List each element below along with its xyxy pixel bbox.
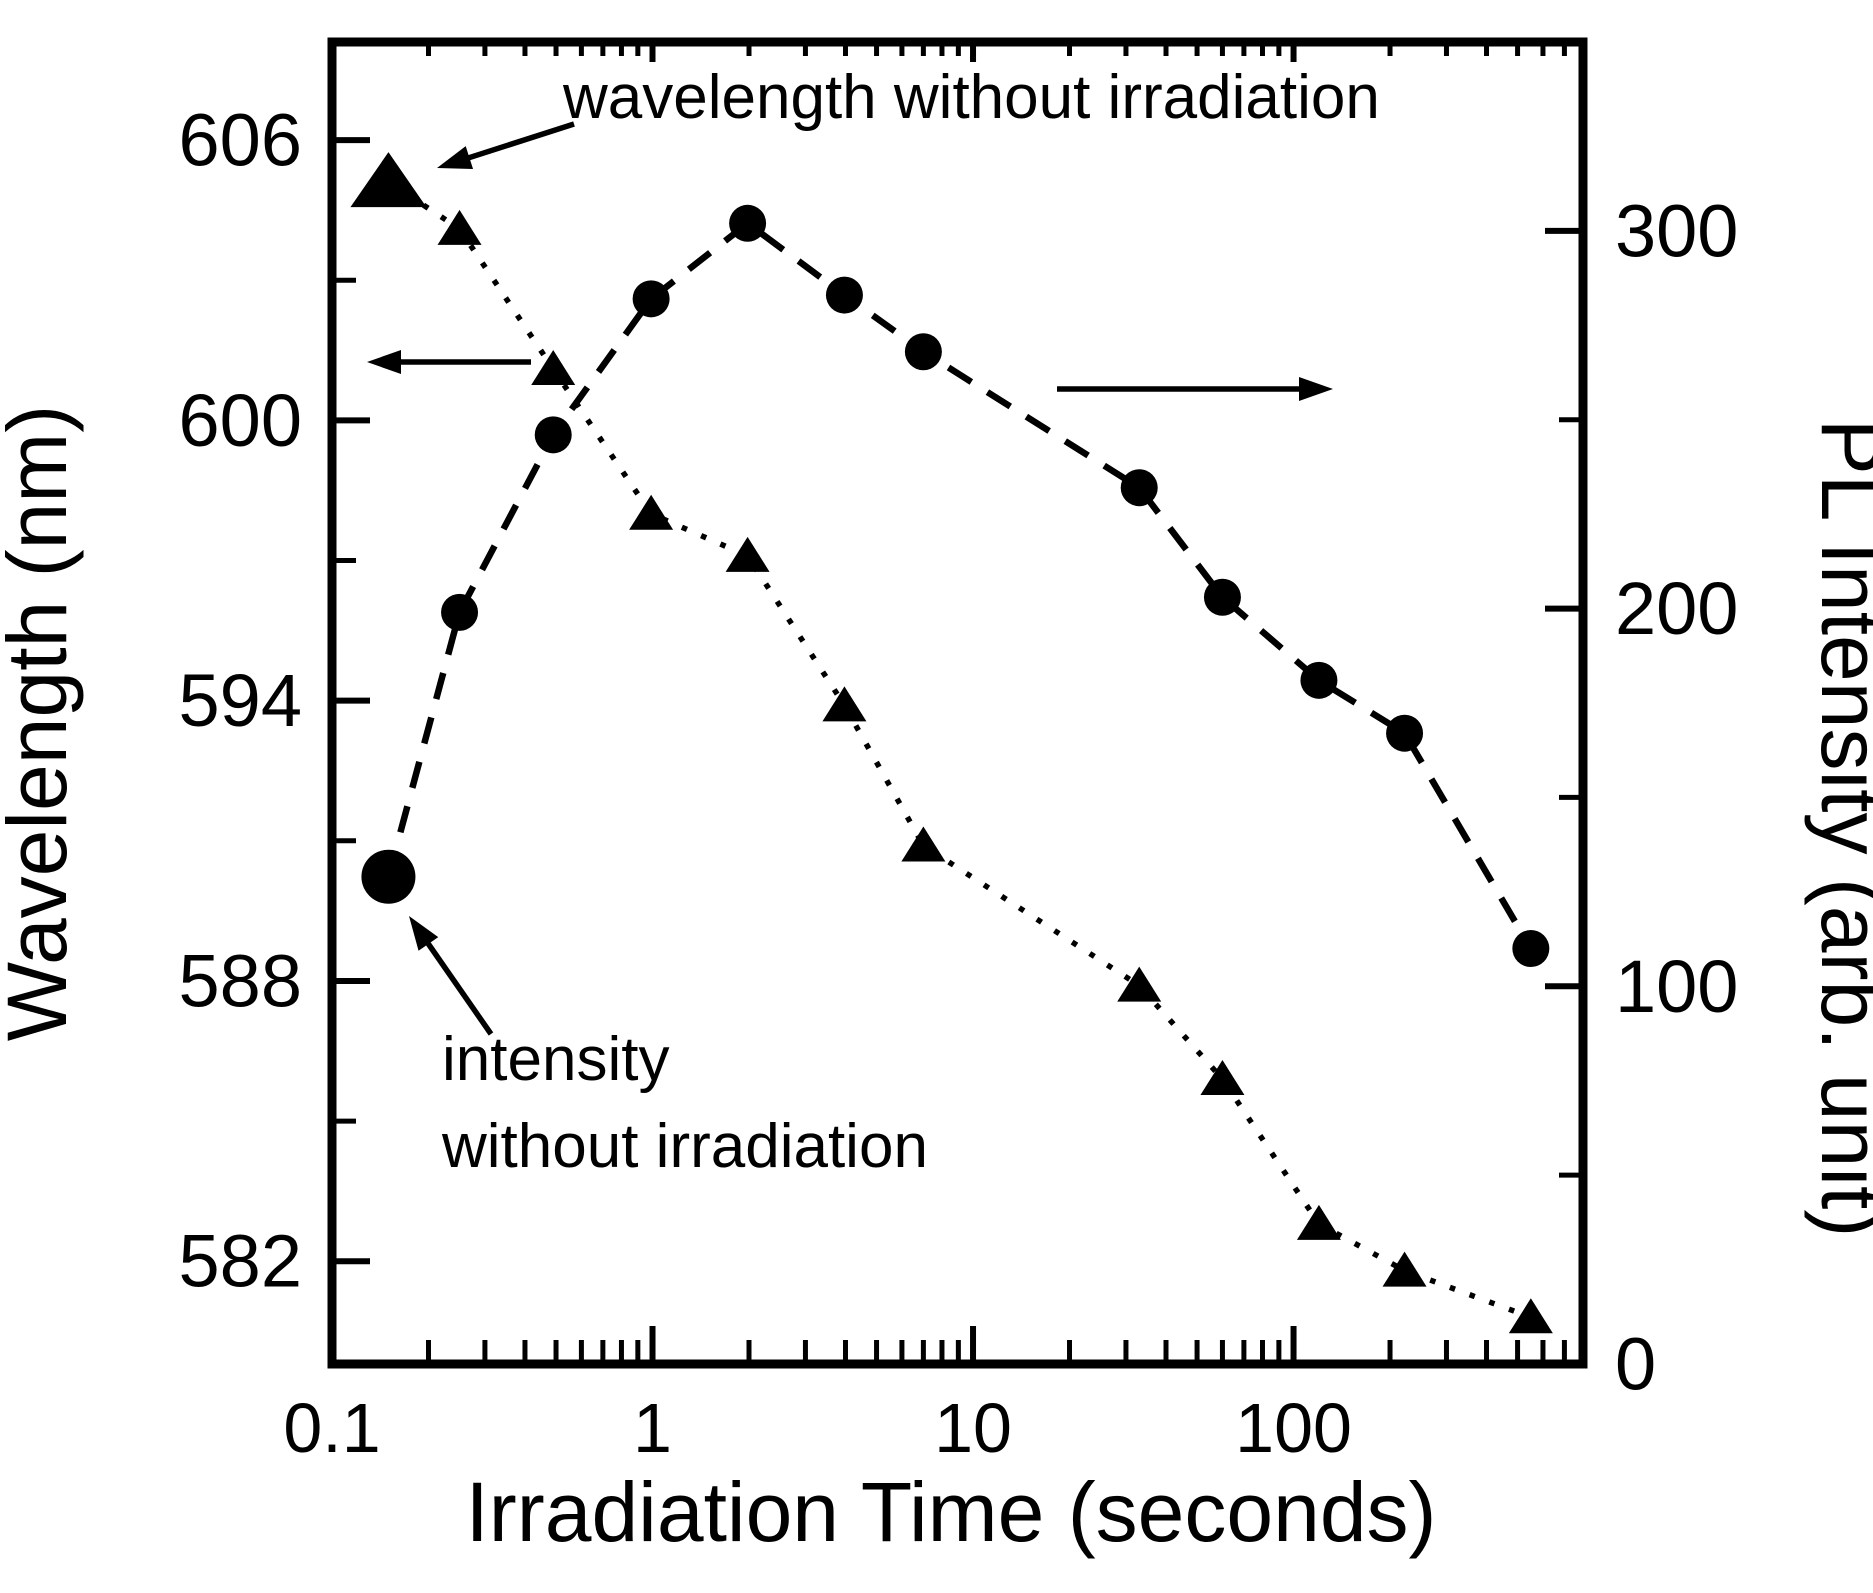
circle-marker xyxy=(1203,578,1241,616)
triangle-marker xyxy=(1508,1298,1553,1334)
intensity-reference-note-line1: intensity xyxy=(442,1025,669,1094)
circle-marker xyxy=(1120,469,1158,507)
y-left-tick-label: 600 xyxy=(179,379,302,462)
wavelength-reference-note: wavelength without irradiation xyxy=(562,63,1380,132)
circle-marker xyxy=(1512,930,1550,968)
wavelength-note-arrow xyxy=(437,121,575,170)
axis-ticks xyxy=(329,46,1586,1367)
x-tick-label: 0.1 xyxy=(283,1389,380,1467)
triangle-marker-reference xyxy=(350,152,427,208)
wavelength-series xyxy=(350,152,1553,1334)
y-right-tick-label: 300 xyxy=(1615,189,1738,272)
left-axis-arrow-head xyxy=(367,350,401,374)
y-left-tick-label: 606 xyxy=(179,99,302,182)
x-tick-label: 10 xyxy=(934,1389,1012,1467)
circle-marker xyxy=(1300,661,1338,699)
circle-marker xyxy=(441,593,479,631)
intensity-note-arrow xyxy=(409,916,494,1036)
triangle-marker xyxy=(822,686,867,722)
right-axis-arrow xyxy=(1057,377,1333,401)
circle-marker-reference xyxy=(361,849,416,904)
circle-marker xyxy=(729,204,767,242)
wavelength-note-arrow-shaft xyxy=(462,121,575,163)
y-left-axis-title: Wavelength (nm) xyxy=(0,405,84,1041)
data-series xyxy=(350,152,1553,1334)
circle-marker xyxy=(632,280,670,318)
y-right-tick-label: 200 xyxy=(1615,567,1738,650)
annotation-arrows xyxy=(367,121,1333,1036)
y-left-tick-label: 582 xyxy=(179,1220,302,1303)
intensity-note-arrow-shaft xyxy=(422,937,494,1036)
circle-marker xyxy=(904,333,942,371)
right-axis-arrow-head xyxy=(1299,377,1333,401)
triangle-marker xyxy=(1117,966,1162,1002)
intensity-note-arrow-head xyxy=(409,916,439,951)
x-tick-label: 100 xyxy=(1235,1389,1352,1467)
x-axis-title: Irradiation Time (seconds) xyxy=(465,1465,1436,1559)
axis-tick-labels: 0.1 1 10 100 582 588 594 600 606 0 100 200 300 xyxy=(179,99,1739,1467)
circle-marker xyxy=(534,416,572,454)
circle-marker xyxy=(825,276,863,314)
y-left-tick-label: 588 xyxy=(179,939,302,1022)
circle-marker xyxy=(1386,714,1424,752)
triangle-marker xyxy=(531,349,576,385)
x-tick-label: 1 xyxy=(633,1389,672,1467)
triangle-marker xyxy=(629,494,674,530)
triangle-marker xyxy=(1296,1204,1341,1240)
triangle-marker xyxy=(1382,1251,1427,1287)
left-axis-arrow xyxy=(367,350,531,374)
triangle-marker xyxy=(1200,1060,1245,1096)
plot-border xyxy=(327,37,1588,1369)
intensity-reference-note-line2: without irradiation xyxy=(441,1112,928,1181)
wavelength-note-arrow-head xyxy=(437,146,474,170)
triangle-marker xyxy=(437,209,482,245)
y-right-tick-label: 0 xyxy=(1615,1323,1656,1406)
y-right-tick-label: 100 xyxy=(1615,945,1738,1028)
pl_intensity-series xyxy=(361,204,1550,968)
triangle-marker xyxy=(725,536,770,572)
y-right-axis-title: PL Intensity (arb. unit) xyxy=(1804,419,1873,1238)
y-left-tick-label: 594 xyxy=(179,659,302,742)
triangle-marker xyxy=(901,826,946,862)
